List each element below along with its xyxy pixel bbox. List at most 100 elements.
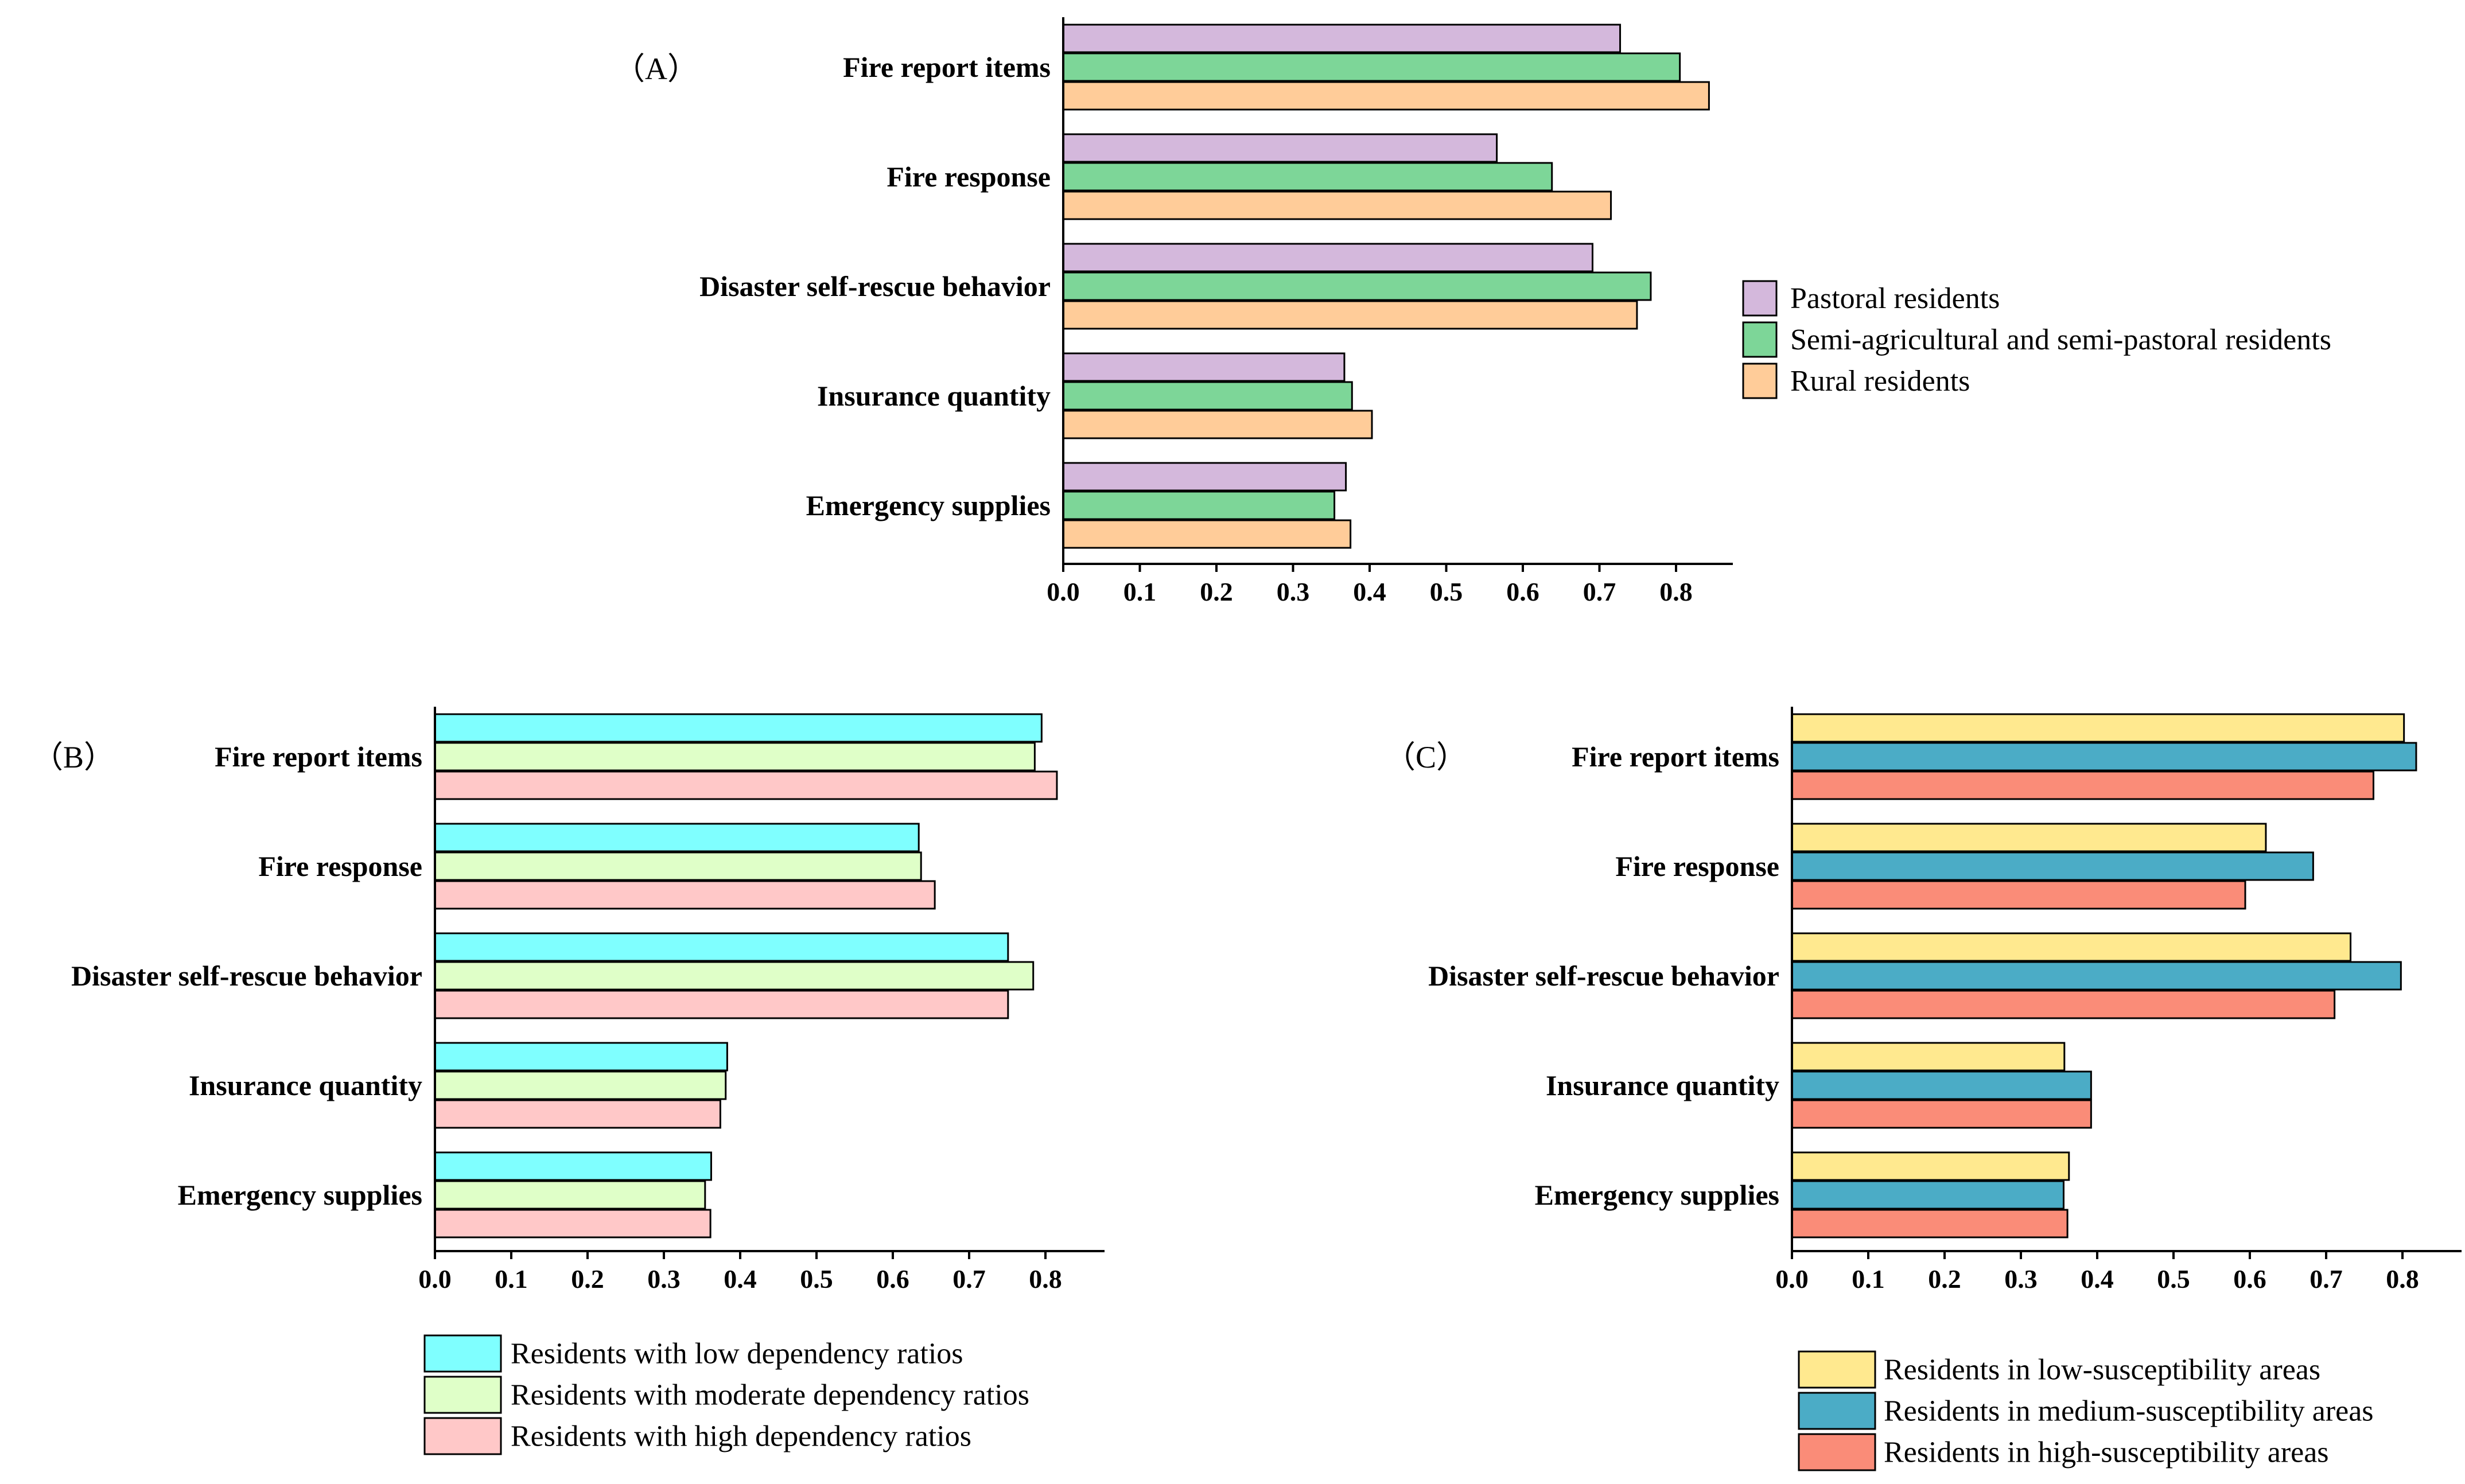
a-panel-label: （A） xyxy=(614,52,698,86)
b-legend-swatch-0 xyxy=(423,1334,502,1373)
b-bar-0-0 xyxy=(434,713,1043,743)
a-bar-4-2 xyxy=(1062,519,1352,549)
c-x-tick-label-3: 0.3 xyxy=(2004,1264,2038,1294)
c-x-tick-label-5: 0.5 xyxy=(2157,1264,2190,1294)
a-x-tick-label-3: 0.3 xyxy=(1277,577,1310,606)
b-bar-1-2 xyxy=(434,880,936,910)
a-legend-swatch-1 xyxy=(1742,321,1778,358)
c-legend-label-2: Residents in high-susceptibility areas xyxy=(1884,1436,2329,1469)
a-x-tick-label-4: 0.4 xyxy=(1353,577,1386,606)
a-category-label-0: Fire report items xyxy=(843,51,1051,83)
a-x-tick-label-1: 0.1 xyxy=(1123,577,1157,606)
c-bar-4-1 xyxy=(1791,1180,2064,1210)
b-bar-4-2 xyxy=(434,1209,711,1238)
a-category-label-4: Emergency supplies xyxy=(806,489,1051,521)
a-category-label-1: Fire response xyxy=(887,161,1051,193)
c-legend-label-1: Residents in medium-susceptibility areas xyxy=(1884,1395,2374,1428)
b-x-tick-label-3: 0.3 xyxy=(647,1264,681,1294)
b-category-label-2: Disaster self-rescue behavior xyxy=(71,960,422,992)
b-bar-0-1 xyxy=(434,742,1036,772)
c-x-tick-label-8: 0.8 xyxy=(2386,1264,2419,1294)
c-x-tick-label-7: 0.7 xyxy=(2310,1264,2343,1294)
b-x-tick-label-5: 0.5 xyxy=(800,1264,833,1294)
a-x-tick-label-7: 0.7 xyxy=(1583,577,1616,606)
b-category-label-4: Emergency supplies xyxy=(178,1179,422,1211)
a-bar-4-1 xyxy=(1062,490,1336,520)
c-bar-0-0 xyxy=(1791,713,2405,743)
b-bar-3-1 xyxy=(434,1070,727,1100)
b-x-tick-label-6: 0.6 xyxy=(876,1264,909,1294)
a-x-tick-label-8: 0.8 xyxy=(1659,577,1693,606)
a-bar-2-2 xyxy=(1062,300,1638,330)
b-bar-4-0 xyxy=(434,1151,712,1181)
c-legend-swatch-1 xyxy=(1798,1392,1876,1430)
a-bar-3-0 xyxy=(1062,352,1346,382)
c-x-tick-label-0: 0.0 xyxy=(1775,1264,1809,1294)
b-legend-swatch-1 xyxy=(423,1376,502,1414)
b-x-tick-label-8: 0.8 xyxy=(1029,1264,1062,1294)
c-legend-swatch-2 xyxy=(1798,1433,1876,1471)
c-bar-3-1 xyxy=(1791,1070,2092,1100)
a-bar-1-2 xyxy=(1062,190,1612,220)
c-panel-label: （C） xyxy=(1385,740,1467,774)
b-category-label-0: Fire report items xyxy=(215,741,422,773)
c-bar-0-2 xyxy=(1791,770,2374,800)
b-bar-0-2 xyxy=(434,770,1058,800)
panel-b-chart: Fire report items Fire response Disaster s… xyxy=(32,707,1105,1455)
b-panel-label: （B） xyxy=(32,740,115,774)
b-x-tick-label-7: 0.7 xyxy=(952,1264,986,1294)
b-bar-2-2 xyxy=(434,990,1009,1019)
a-x-tick-label-0: 0.0 xyxy=(1047,577,1080,606)
c-category-label-2: Disaster self-rescue behavior xyxy=(1428,960,1779,992)
c-x-tick-label-1: 0.1 xyxy=(1852,1264,1885,1294)
c-bar-4-2 xyxy=(1791,1209,2069,1238)
b-x-tick-label-0: 0.0 xyxy=(418,1264,452,1294)
b-legend-swatch-2 xyxy=(423,1417,502,1455)
b-bar-3-0 xyxy=(434,1042,728,1072)
c-x-tick-label-4: 0.4 xyxy=(2081,1264,2114,1294)
c-bar-2-0 xyxy=(1791,932,2352,962)
b-legend-label-0: Residents with low dependency ratios xyxy=(511,1338,963,1370)
c-category-label-4: Emergency supplies xyxy=(1535,1179,1779,1211)
a-legend-swatch-2 xyxy=(1742,363,1778,399)
b-bar-1-1 xyxy=(434,851,922,881)
b-category-label-1: Fire response xyxy=(258,850,422,882)
a-x-tick-label-5: 0.5 xyxy=(1430,577,1463,606)
a-bar-4-0 xyxy=(1062,462,1347,492)
a-bar-2-1 xyxy=(1062,271,1652,301)
b-x-tick-label-2: 0.2 xyxy=(571,1264,604,1294)
c-bar-0-1 xyxy=(1791,742,2417,772)
c-category-label-1: Fire response xyxy=(1615,850,1779,882)
c-bar-3-0 xyxy=(1791,1042,2066,1072)
panel-c-chart: Fire report items Fire response Disaster s… xyxy=(1385,707,2462,1471)
b-x-tick-label-4: 0.4 xyxy=(724,1264,757,1294)
a-bar-1-0 xyxy=(1062,133,1498,163)
a-bar-2-0 xyxy=(1062,243,1593,272)
c-x-tick-label-6: 0.6 xyxy=(2233,1264,2266,1294)
a-bar-3-2 xyxy=(1062,410,1373,439)
b-category-label-3: Insurance quantity xyxy=(189,1069,422,1101)
b-bar-1-0 xyxy=(434,823,920,852)
b-x-tick-label-1: 0.1 xyxy=(495,1264,528,1294)
c-category-label-3: Insurance quantity xyxy=(1546,1069,1779,1101)
b-bar-4-1 xyxy=(434,1180,706,1210)
c-legend-label-0: Residents in low-susceptibility areas xyxy=(1884,1354,2320,1386)
c-x-tick-label-2: 0.2 xyxy=(1928,1264,1961,1294)
c-category-label-0: Fire report items xyxy=(1572,741,1779,773)
a-bar-3-1 xyxy=(1062,381,1353,411)
a-x-tick-label-2: 0.2 xyxy=(1200,577,1233,606)
a-bar-0-2 xyxy=(1062,81,1710,111)
c-bar-2-2 xyxy=(1791,990,2336,1019)
c-legend-swatch-0 xyxy=(1798,1350,1876,1389)
c-bar-1-2 xyxy=(1791,880,2246,910)
a-category-label-3: Insurance quantity xyxy=(817,380,1051,412)
c-bar-1-1 xyxy=(1791,851,2314,881)
a-bar-0-0 xyxy=(1062,24,1622,53)
panel-a-chart: Fire report items Fire response Disaster s… xyxy=(614,17,2331,606)
a-bar-0-1 xyxy=(1062,52,1681,82)
c-bar-1-0 xyxy=(1791,823,2267,852)
a-x-tick-label-6: 0.6 xyxy=(1506,577,1539,606)
a-category-label-2: Disaster self-rescue behavior xyxy=(699,270,1051,302)
b-legend-label-1: Residents with moderate dependency ratio… xyxy=(511,1379,1029,1412)
